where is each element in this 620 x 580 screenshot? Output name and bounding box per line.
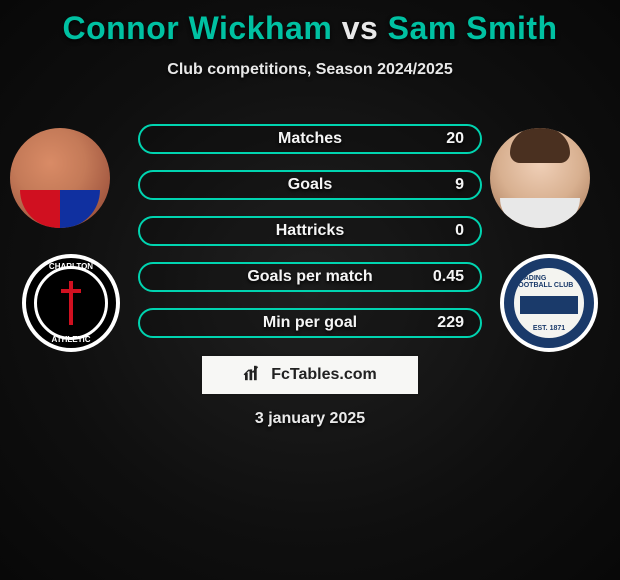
player1-club-logo: CHARLTON ATHLETIC — [22, 254, 120, 352]
stat-row: Goals 9 — [138, 170, 482, 200]
subtitle: Club competitions, Season 2024/2025 — [0, 61, 620, 79]
club2-name-bottom: EST. 1871 — [533, 325, 565, 332]
stat-label: Goals per match — [247, 268, 372, 286]
brand-text: FcTables.com — [271, 366, 377, 384]
stat-row: Hattricks 0 — [138, 216, 482, 246]
stat-value-right: 0 — [455, 222, 464, 240]
stat-row: Goals per match 0.45 — [138, 262, 482, 292]
stat-label: Min per goal — [263, 314, 357, 332]
stat-label: Matches — [278, 130, 342, 148]
stats-table: Matches 20 Goals 9 Hattricks 0 Goals per… — [138, 124, 482, 354]
club1-name-bottom: ATHLETIC — [26, 335, 116, 344]
stat-value-right: 229 — [437, 314, 464, 332]
stat-row: Matches 20 — [138, 124, 482, 154]
stat-label: Goals — [288, 176, 332, 194]
player2-name: Sam Smith — [388, 10, 558, 46]
stat-label: Hattricks — [276, 222, 344, 240]
page-title: Connor Wickham vs Sam Smith — [0, 0, 620, 47]
date-text: 3 january 2025 — [0, 410, 620, 428]
player1-avatar — [10, 128, 110, 228]
vs-text: vs — [342, 10, 379, 46]
stat-row: Min per goal 229 — [138, 308, 482, 338]
player2-club-logo: READING FOOTBALL CLUB EST. 1871 — [500, 254, 598, 352]
brand-badge: FcTables.com — [202, 356, 418, 394]
stat-value-right: 9 — [455, 176, 464, 194]
stat-value-right: 0.45 — [433, 268, 464, 286]
stat-value-right: 20 — [446, 130, 464, 148]
player2-avatar — [490, 128, 590, 228]
club2-name-top: READING FOOTBALL CLUB — [514, 275, 584, 289]
player1-name: Connor Wickham — [62, 10, 332, 46]
chart-icon — [243, 364, 265, 387]
